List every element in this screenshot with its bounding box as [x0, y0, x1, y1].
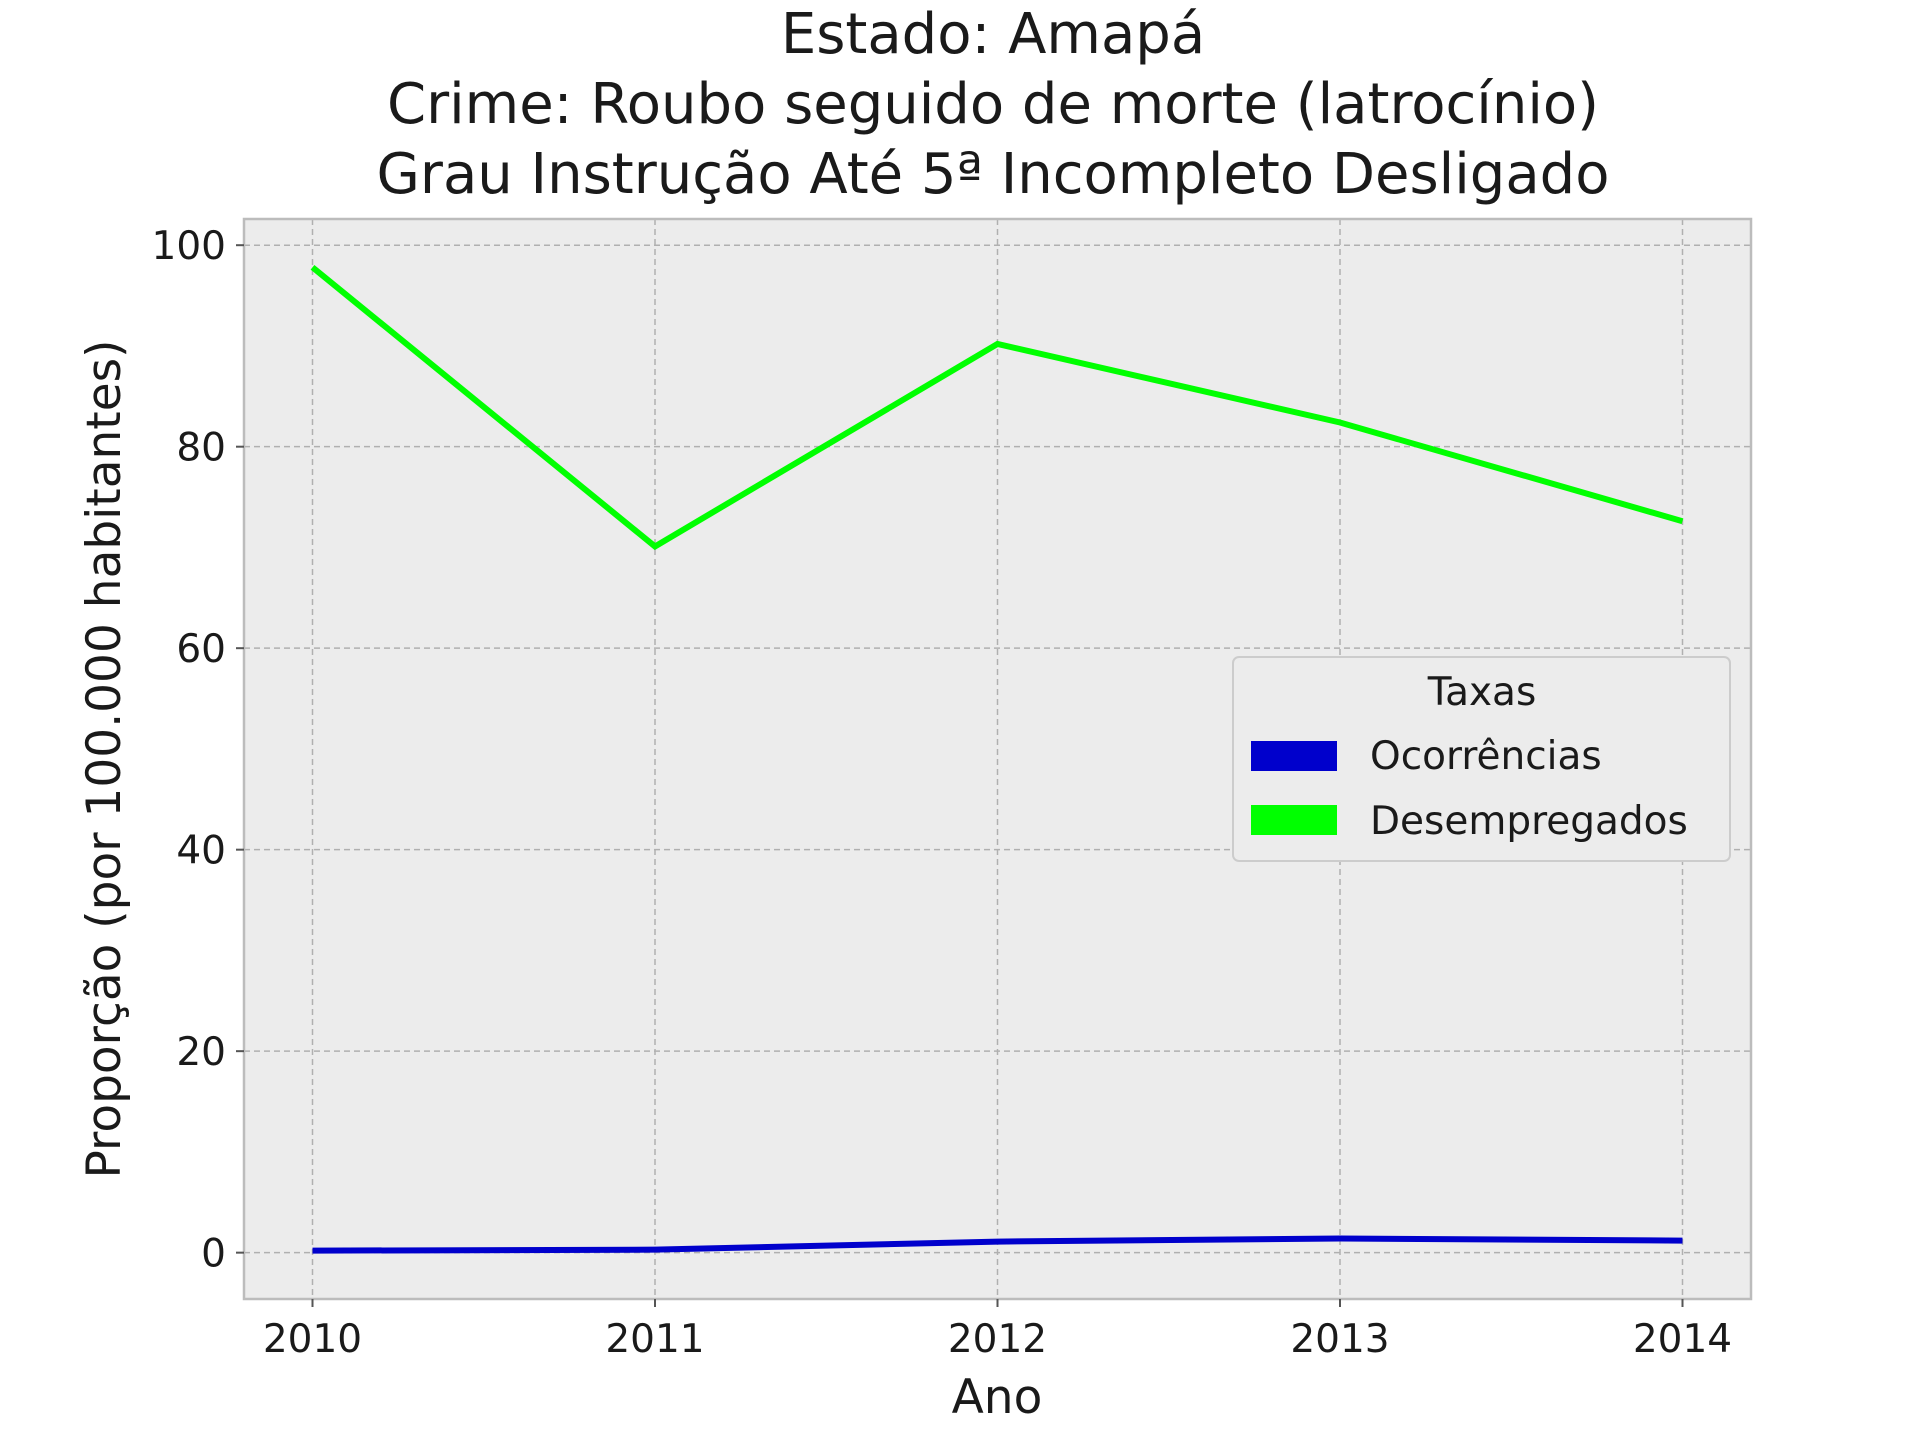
series-line-ocorrencias	[312, 1235, 1683, 1254]
grid	[244, 219, 1751, 1299]
x-axis-ticks: 2010 2011 2012 2013 2014	[263, 1299, 1732, 1362]
legend-label-desempregados: Desempregados	[1370, 799, 1688, 844]
legend-swatch-ocorrencias	[1251, 741, 1337, 771]
legend-box	[1232, 656, 1731, 862]
y-tick-label: 20	[176, 1030, 226, 1075]
chart-title-line-2: Crime: Roubo seguido de morte (latrocíni…	[387, 72, 1599, 137]
chart-title-line-3: Grau Instrução Até 5ª Incompleto Desliga…	[377, 142, 1610, 207]
y-axis-label: Proporção (por 100.000 habitantes)	[77, 340, 132, 1179]
x-axis-label: Ano	[952, 1370, 1043, 1425]
series-line-desempregados	[310, 265, 1684, 551]
series-lines	[310, 265, 1684, 1254]
x-tick-label: 2012	[948, 1317, 1047, 1362]
y-tick-label: 60	[176, 627, 226, 672]
x-tick-label: 2011	[605, 1317, 704, 1362]
legend-title: Taxas	[1427, 670, 1537, 715]
x-tick-label: 2014	[1633, 1317, 1732, 1362]
y-axis-ticks: 0 20 40 60 80 100	[152, 224, 244, 1277]
y-tick-label: 0	[201, 1232, 226, 1277]
legend: Taxas Ocorrências Desempregados	[1232, 656, 1731, 862]
legend-swatch-desempregados	[1251, 805, 1337, 835]
y-tick-label: 100	[152, 224, 226, 269]
x-tick-label: 2010	[263, 1317, 362, 1362]
chart-title-line-1: Estado: Amapá	[781, 2, 1205, 67]
y-tick-label: 80	[176, 426, 226, 471]
legend-label-ocorrencias: Ocorrências	[1370, 734, 1602, 779]
y-tick-label: 40	[176, 829, 226, 874]
chart-title: Estado: Amapá Crime: Roubo seguido de mo…	[377, 2, 1610, 207]
x-tick-label: 2013	[1290, 1317, 1389, 1362]
